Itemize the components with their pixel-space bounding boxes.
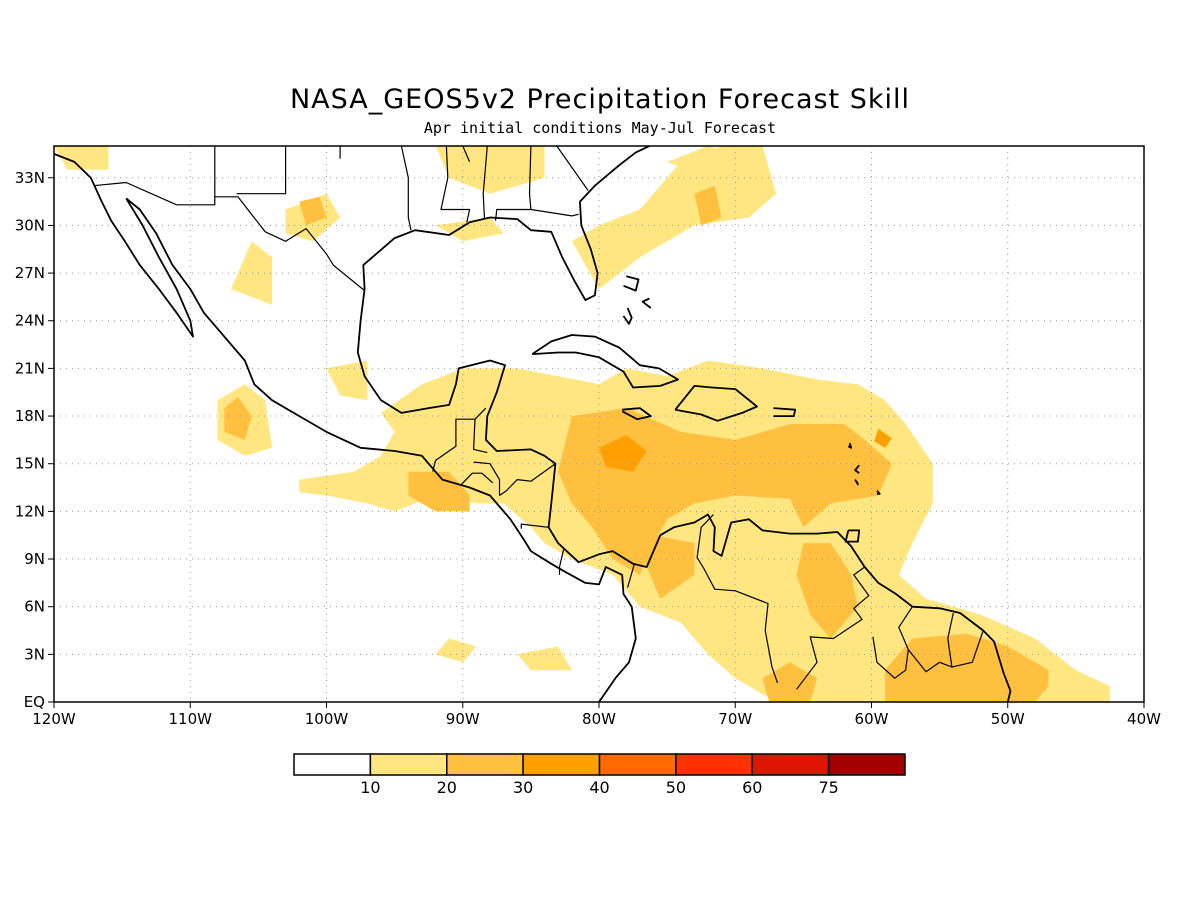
skill-region-level-1 bbox=[435, 146, 545, 194]
coastline bbox=[641, 297, 652, 309]
skill-region-level-1 bbox=[54, 146, 109, 170]
coastline bbox=[125, 197, 637, 702]
colorbar-swatch bbox=[369, 753, 448, 776]
colorbar-swatch bbox=[675, 753, 753, 776]
lat-tick-label: EQ bbox=[24, 693, 45, 711]
coastline bbox=[674, 384, 758, 422]
lat-tick-label: 30N bbox=[15, 216, 45, 234]
country-border bbox=[530, 208, 579, 217]
country-border bbox=[520, 523, 549, 529]
coastline bbox=[847, 442, 852, 449]
coastline bbox=[623, 275, 640, 292]
colorbar-label: 10 bbox=[360, 778, 380, 797]
skill-region-level-2 bbox=[796, 543, 858, 639]
lon-tick-label: 120W bbox=[32, 710, 76, 728]
colorbar-swatch bbox=[293, 753, 372, 776]
lat-tick-label: 33N bbox=[15, 169, 45, 187]
coastline bbox=[54, 153, 194, 338]
colorbar: 10 20 30 40 50 60 75 bbox=[293, 753, 906, 797]
lat-tick-label: 24N bbox=[15, 312, 45, 330]
skill-region-level-2 bbox=[299, 196, 327, 226]
axis-ticks: 120W 110W 100W 90W 80W 70W 60W 50W 40W EQ 3N 6N 9N 12… bbox=[15, 169, 1161, 728]
map-subtitle: Apr initial conditions May-Jul Forecast bbox=[423, 119, 777, 137]
country-border bbox=[556, 146, 589, 191]
country-border bbox=[460, 472, 494, 485]
country-border bbox=[482, 146, 488, 220]
skill-region-level-1 bbox=[517, 646, 572, 671]
lon-tick-label: 60W bbox=[855, 710, 889, 728]
country-border bbox=[796, 566, 870, 690]
country-border bbox=[440, 146, 471, 223]
country-border bbox=[236, 146, 287, 195]
country-border bbox=[93, 181, 365, 292]
country-border bbox=[473, 461, 501, 496]
coastline bbox=[876, 490, 881, 495]
colorbar-label: 50 bbox=[666, 778, 686, 797]
coastline bbox=[531, 334, 679, 389]
lat-tick-label: 18N bbox=[15, 407, 45, 425]
lat-tick-label: 15N bbox=[15, 455, 45, 473]
skill-region-level-1 bbox=[571, 146, 777, 289]
lat-tick-label: 3N bbox=[24, 645, 45, 663]
skill-region-level-2 bbox=[762, 662, 817, 702]
coastline bbox=[356, 288, 1012, 702]
skill-region-level-2 bbox=[694, 185, 722, 226]
skill-region-level-1 bbox=[299, 360, 1110, 702]
colorbar-label: 75 bbox=[818, 778, 838, 797]
coastline bbox=[854, 479, 859, 486]
coastline bbox=[844, 529, 861, 543]
map-title: NASA_GEOS5v2 Precipitation Forecast Skil… bbox=[289, 84, 911, 115]
colorbar-label: 30 bbox=[513, 778, 533, 797]
country-border bbox=[907, 649, 953, 673]
coastline bbox=[362, 146, 650, 302]
skill-region-level-1 bbox=[231, 241, 272, 305]
coastline bbox=[854, 464, 860, 474]
lon-tick-label: 80W bbox=[582, 710, 616, 728]
skill-region-level-1 bbox=[667, 146, 736, 178]
skill-region-level-3 bbox=[874, 428, 892, 448]
colorbar-swatch bbox=[827, 753, 906, 776]
coastline bbox=[773, 407, 797, 418]
country-border bbox=[499, 463, 556, 496]
lat-tick-label: 6N bbox=[24, 598, 45, 616]
coastline bbox=[621, 407, 652, 421]
country-border bbox=[462, 146, 471, 163]
skill-region-level-1 bbox=[435, 638, 477, 663]
colorbar-swatch bbox=[751, 753, 830, 776]
colorbar-label: 20 bbox=[437, 778, 457, 797]
country-border bbox=[432, 407, 487, 472]
country-border bbox=[696, 514, 779, 684]
lon-tick-label: 70W bbox=[718, 710, 752, 728]
skill-region-level-1 bbox=[326, 360, 368, 401]
lon-tick-label: 50W bbox=[991, 710, 1025, 728]
lon-tick-label: 40W bbox=[1127, 710, 1161, 728]
skill-region-level-2 bbox=[408, 471, 470, 512]
lon-tick-label: 110W bbox=[169, 710, 213, 728]
country-border bbox=[558, 549, 565, 575]
colorbar-label: 60 bbox=[742, 778, 762, 797]
skill-region-level-2 bbox=[224, 397, 252, 440]
lat-tick-label: 27N bbox=[15, 264, 45, 282]
country-border bbox=[400, 146, 412, 231]
colorbar-swatch bbox=[522, 753, 601, 776]
lon-tick-label: 90W bbox=[446, 710, 480, 728]
colorbar-label: 40 bbox=[589, 778, 609, 797]
lat-tick-label: 9N bbox=[24, 550, 45, 568]
skill-region-level-1 bbox=[435, 217, 504, 242]
lat-tick-label: 12N bbox=[15, 502, 45, 520]
skill-region-level-3 bbox=[599, 435, 647, 472]
country-border bbox=[947, 612, 954, 668]
country-border bbox=[951, 630, 984, 668]
border-layer bbox=[93, 146, 984, 690]
coastline bbox=[622, 307, 633, 325]
country-border bbox=[473, 419, 488, 454]
country-border bbox=[872, 606, 913, 679]
country-border bbox=[627, 563, 635, 588]
colorbar-swatch bbox=[598, 753, 677, 776]
lat-tick-label: 21N bbox=[15, 359, 45, 377]
lon-tick-label: 100W bbox=[305, 710, 349, 728]
colorbar-swatch bbox=[446, 753, 524, 776]
